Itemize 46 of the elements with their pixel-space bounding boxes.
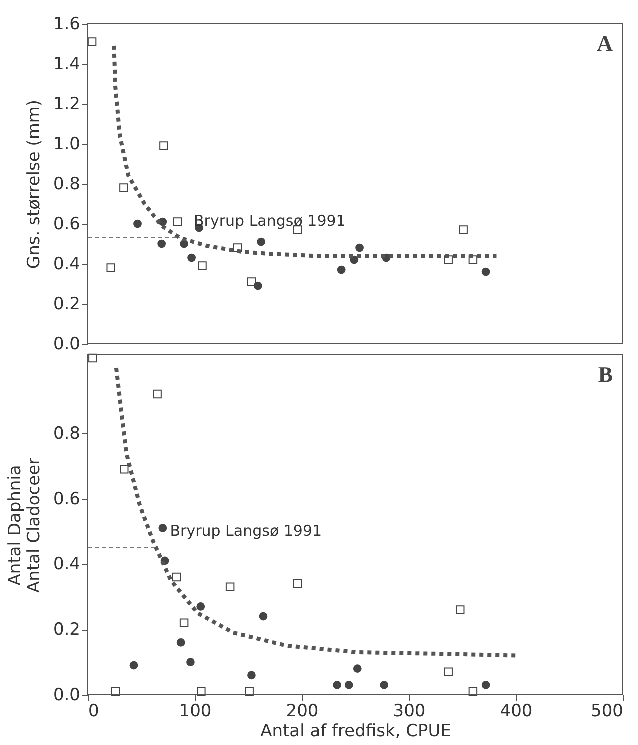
point <box>254 282 262 290</box>
y-tick-label: 0.8 <box>53 174 80 194</box>
y-tick-label: 1.6 <box>53 14 80 34</box>
x-tick-label: 300 <box>393 702 426 722</box>
point <box>337 266 346 274</box>
x-tick-label: 500 <box>591 702 624 722</box>
point <box>158 240 166 248</box>
point <box>188 254 196 262</box>
point <box>356 244 364 252</box>
point <box>120 184 128 192</box>
point <box>482 268 490 276</box>
y-tick-label: 0.2 <box>53 294 80 314</box>
point <box>257 238 266 246</box>
ref-line-label: Bryrup Langsø 1991 <box>170 522 322 540</box>
y-tick-label: 0.0 <box>53 334 80 354</box>
x-tick-label: 400 <box>500 702 533 722</box>
point <box>134 220 142 228</box>
y-tick-label: 0.4 <box>53 254 80 274</box>
y-tick-label: 0.0 <box>53 686 80 706</box>
x-tick-label: 200 <box>286 702 319 722</box>
x-tick-label: 100 <box>179 702 212 722</box>
y-tick-label: 0.6 <box>53 489 80 510</box>
y-tick-label: 0.2 <box>53 620 80 640</box>
line-series <box>114 366 518 658</box>
point <box>350 256 359 264</box>
line-series <box>112 44 499 258</box>
point <box>88 38 97 46</box>
y-tick-label: 0.8 <box>53 424 80 444</box>
y-tick-label: 0.6 <box>53 214 80 234</box>
y-axis-title: Gns. størrelse (mm) <box>24 100 44 270</box>
point <box>198 262 207 270</box>
y-tick-label: 0.4 <box>53 554 80 575</box>
point <box>247 278 256 286</box>
y-tick-label: 1.4 <box>53 54 80 74</box>
ref-line-label: Bryrup Langsø 1991 <box>194 212 346 230</box>
annotation: B <box>598 362 614 387</box>
point <box>174 218 182 226</box>
point <box>106 264 116 272</box>
x-tick-label: 0 <box>88 702 100 722</box>
y-tick-label: 1.0 <box>53 134 80 154</box>
annotation: A <box>597 31 614 56</box>
y-axis-title: Antal Daphnia Antal Cladoceer <box>5 458 44 594</box>
y-tick-label: 1.2 <box>53 94 80 114</box>
x-axis-title: Antal af fredfisk, CPUE <box>260 722 452 742</box>
point <box>160 142 168 150</box>
point <box>459 226 468 234</box>
